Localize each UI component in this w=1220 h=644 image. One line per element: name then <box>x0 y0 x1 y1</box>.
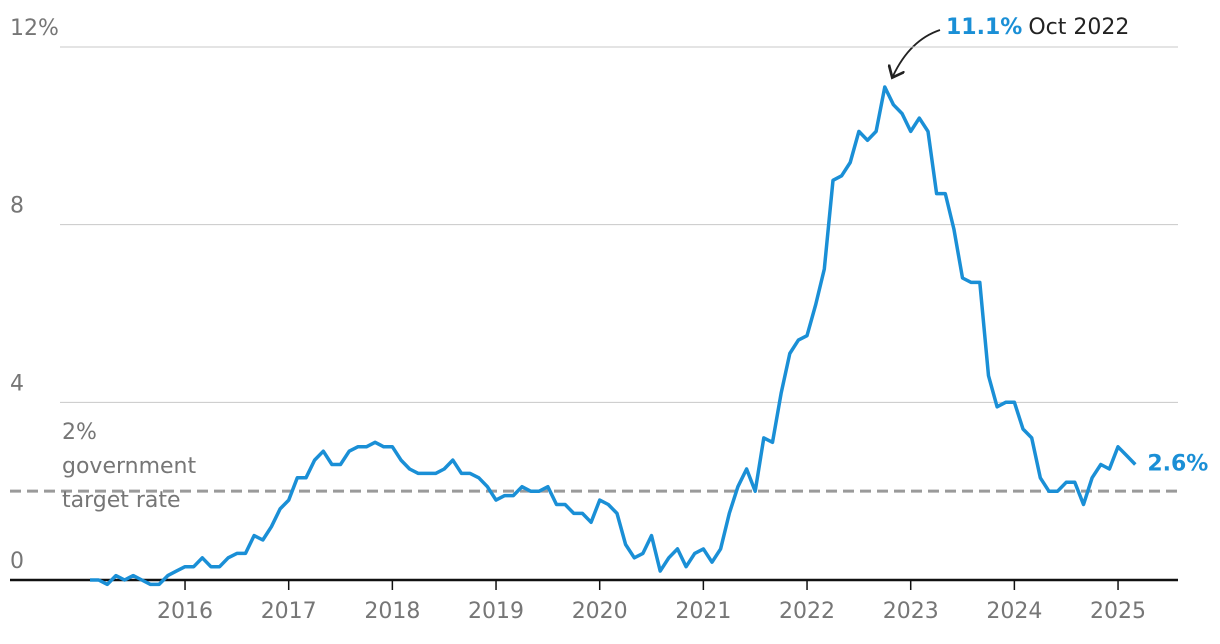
x-tick-label: 2018 <box>364 599 420 624</box>
peak-date: Oct 2022 <box>1028 15 1129 40</box>
x-tick-label: 2017 <box>261 599 317 624</box>
x-tick-label: 2021 <box>675 599 731 624</box>
annotation-arrow <box>893 29 941 76</box>
x-tick-label: 2016 <box>157 599 213 624</box>
peak-annotation: 11.1% Oct 2022 <box>946 15 1129 40</box>
y-tick-label: 4 <box>10 371 24 396</box>
target-label: 2% <box>62 420 97 445</box>
x-tick-label: 2025 <box>1090 599 1146 624</box>
target-label: target rate <box>62 488 181 513</box>
series-line <box>90 85 1137 587</box>
x-tick-label: 2019 <box>468 599 524 624</box>
target-label: government <box>62 454 196 479</box>
x-tick-label: 2023 <box>883 599 939 624</box>
latest-label: 2.6% <box>1147 452 1208 477</box>
x-tick-label: 2022 <box>779 599 835 624</box>
y-tick-label: 0 <box>10 549 24 574</box>
x-tick-label: 2020 <box>572 599 628 624</box>
x-tick-label: 2024 <box>986 599 1042 624</box>
y-tick-label: 8 <box>10 194 24 219</box>
y-tick-label: 12% <box>10 16 59 41</box>
peak-value: 11.1% <box>946 15 1022 40</box>
